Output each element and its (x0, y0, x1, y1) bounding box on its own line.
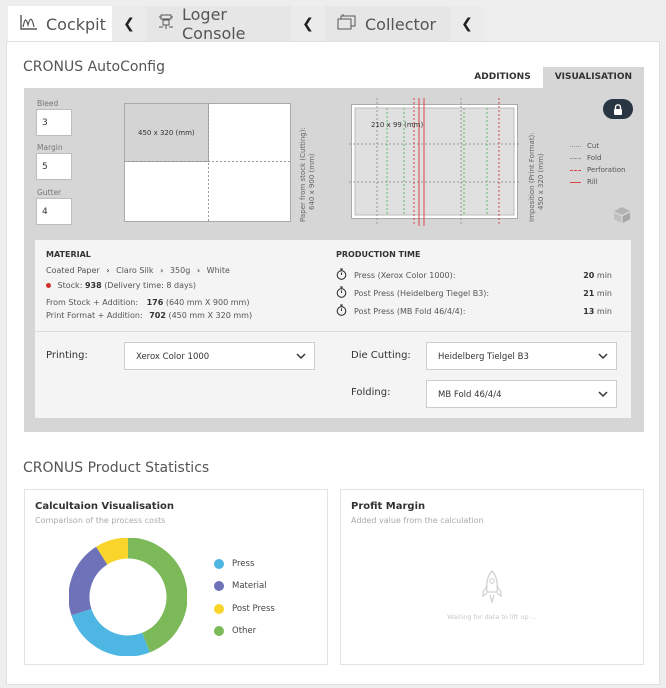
donut-slice-post-press (96, 538, 129, 565)
cost-donut-chart (69, 538, 187, 656)
profit-card-subtitle: Added value from the calculation (351, 516, 484, 525)
die-cutting-select[interactable]: Heidelberg Tielgel B3 (426, 342, 617, 370)
gutter-label: Gutter (37, 188, 62, 197)
autoconfig-box: ADDITIONS VISUALISATION Bleed 3 Margin 5… (24, 67, 644, 432)
stopwatch-icon (336, 286, 354, 300)
production-row-postpress-2: Post Press (MB Fold 46/4/4): 13 min (336, 304, 612, 318)
bleed-label: Bleed (37, 99, 59, 108)
stock-status: Stock: 938 (Delivery time: 8 days) (46, 281, 196, 290)
subtab-visualisation[interactable]: VISUALISATION (542, 67, 644, 88)
divider (35, 331, 631, 332)
gutter-input[interactable]: 4 (36, 198, 72, 225)
chevron-down-icon (598, 353, 608, 360)
legend-press: Press (214, 559, 254, 569)
margin-label: Margin (37, 143, 63, 152)
profit-margin-card: Profit Margin Added value from the calcu… (340, 489, 644, 665)
stock-status-dot (46, 283, 51, 288)
imposition-size: 210 x 99 (mm) (371, 121, 424, 129)
stats-title: CRONUS Product Statistics (23, 460, 210, 476)
subtab-additions[interactable]: ADDITIONS (474, 72, 531, 82)
tab-label: Collector (365, 14, 437, 34)
donut-slice-material (69, 546, 108, 616)
stopwatch-icon (336, 268, 354, 282)
material-heading: MATERIAL (46, 250, 91, 259)
die-cutting-label: Die Cutting: (351, 350, 411, 361)
legend-other: Other (214, 626, 256, 636)
waiting-message: Waiting for data to lift up ... (447, 613, 537, 621)
profit-card-title: Profit Margin (351, 501, 426, 512)
tab-loger-console-collapse[interactable]: ❮ (291, 6, 325, 42)
legend-post-press: Post Press (214, 604, 275, 614)
stock-caption: Paper from stock (Cutting): 640 x 900 (m… (299, 127, 316, 222)
donut-slice-press (71, 608, 150, 656)
material-panel: MATERIAL Coated Paper › Claro Silk › 350… (35, 240, 631, 418)
lock-button[interactable] (603, 99, 633, 119)
tab-label: Cockpit (46, 14, 106, 34)
chevron-down-icon (598, 391, 608, 398)
legend-material: Material (214, 581, 267, 591)
calc-card-subtitle: Comparison of the process costs (35, 516, 166, 525)
chart-area-icon (8, 14, 46, 34)
print-format-row: Print Format + Addition: 702 (450 mm X 3… (46, 311, 253, 320)
lock-icon (613, 100, 623, 119)
calc-visualisation-card: Calcultaion Visualisation Comparison of … (24, 489, 328, 665)
printing-label: Printing: (46, 350, 88, 361)
tab-cockpit-collapse[interactable]: ❮ (112, 6, 146, 42)
tab-label: Loger Console (182, 5, 246, 43)
production-row-press: Press (Xerox Color 1000): 20 min (336, 268, 612, 282)
folding-label: Folding: (351, 387, 391, 398)
legend-cut: Cut (570, 142, 599, 150)
chevron-left-icon: ❮ (461, 16, 473, 32)
margin-input[interactable]: 5 (36, 153, 72, 180)
autoconfig-title: CRONUS AutoConfig (23, 59, 166, 75)
tab-collector[interactable]: Collector (325, 6, 450, 42)
legend-perforation: Perforation (570, 166, 625, 174)
printing-select[interactable]: Xerox Color 1000 (124, 342, 315, 370)
main-panel: CRONUS AutoConfig ADDITIONS VISUALISATIO… (6, 41, 660, 685)
tab-cockpit[interactable]: Cockpit (8, 6, 112, 42)
production-heading: PRODUCTION TIME (336, 250, 421, 259)
rocket-icon (481, 570, 503, 608)
from-stock-row: From Stock + Addition: 176 (640 mm X 900… (46, 298, 250, 307)
folding-select[interactable]: MB Fold 46/4/4 (426, 380, 617, 408)
collector-icon (325, 14, 365, 34)
package-icon (613, 206, 631, 228)
material-path: Coated Paper › Claro Silk › 350g › White (46, 266, 230, 275)
legend-rill: Rill (570, 178, 598, 186)
chevron-left-icon: ❮ (302, 16, 314, 32)
chevron-left-icon: ❮ (123, 16, 135, 32)
stock-sheet-diagram (124, 103, 291, 222)
production-row-postpress-1: Post Press (Heidelberg Tiegel B3): 21 mi… (336, 286, 612, 300)
calc-card-title: Calcultaion Visualisation (35, 501, 174, 512)
tab-loger-console[interactable]: Loger Console (146, 5, 291, 43)
imposition-caption: Imposition (Print Format): 450 x 320 (mm… (528, 132, 545, 222)
donut-slice-other (127, 538, 187, 653)
visualisation-subtabs: ADDITIONS VISUALISATION (462, 67, 644, 88)
bleed-input[interactable]: 3 (36, 109, 72, 136)
tab-collector-collapse[interactable]: ❮ (450, 6, 484, 42)
logger-icon (146, 14, 182, 34)
stopwatch-icon (336, 304, 354, 318)
legend-fold: Fold (570, 154, 601, 162)
chevron-down-icon (296, 353, 306, 360)
stock-sheet-size: 450 x 320 (mm) (138, 129, 195, 137)
imposition-diagram (349, 98, 520, 226)
